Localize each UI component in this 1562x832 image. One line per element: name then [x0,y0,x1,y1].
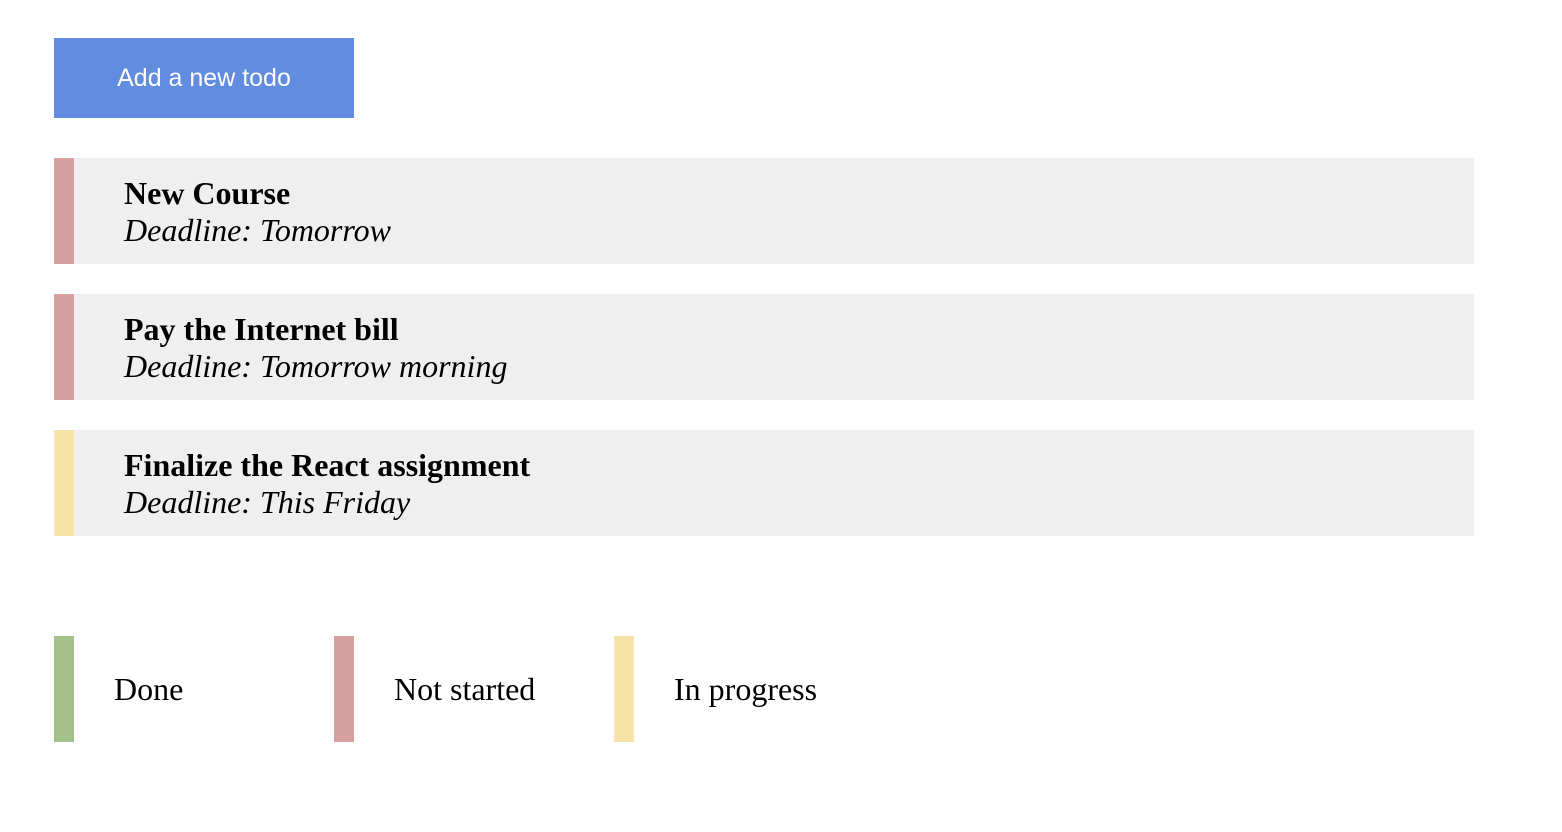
status-indicator [54,430,74,536]
legend-item-in-progress: In progress [614,636,894,742]
add-todo-button[interactable]: Add a new todo [54,38,354,118]
todo-deadline: Deadline: This Friday [124,484,411,520]
todo-deadline: Deadline: Tomorrow morning [124,348,508,384]
status-legend: Done Not started In progress [54,636,894,742]
legend-swatch [54,636,74,742]
todo-title: Finalize the React assignment [124,447,531,483]
todo-item[interactable]: Pay the Internet bill Deadline: Tomorrow… [54,294,1474,400]
todo-text: Finalize the React assignment Deadline: … [124,446,530,520]
legend-item-done: Done [54,636,334,742]
legend-swatch [334,636,354,742]
todo-text: Pay the Internet bill Deadline: Tomorrow… [124,310,507,384]
legend-label: In progress [674,671,818,707]
todo-title: Pay the Internet bill [124,311,399,347]
legend-item-not-started: Not started [334,636,614,742]
status-indicator [54,294,74,400]
status-indicator [54,158,74,264]
legend-swatch [614,636,634,742]
todo-text: New Course Deadline: Tomorrow [124,174,391,248]
todo-item[interactable]: Finalize the React assignment Deadline: … [54,430,1474,536]
todo-title: New Course [124,175,291,211]
todo-item[interactable]: New Course Deadline: Tomorrow [54,158,1474,264]
todo-deadline: Deadline: Tomorrow [124,212,391,248]
todo-list: New Course Deadline: Tomorrow Pay the In… [54,158,1474,566]
legend-label: Done [114,671,184,707]
legend-label: Not started [394,671,536,707]
